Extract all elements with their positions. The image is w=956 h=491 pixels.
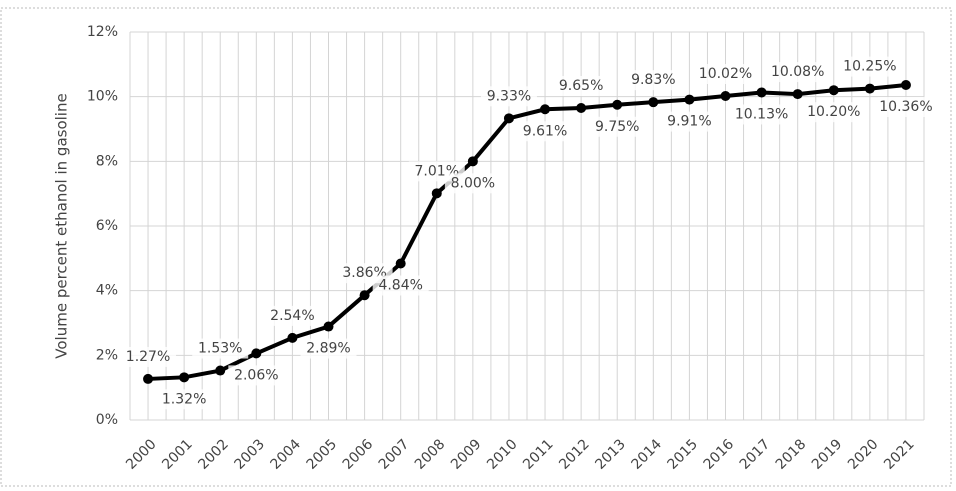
y-tick-label: 6% [96,218,118,234]
point [540,104,551,115]
point [503,113,514,124]
x-tick-label: 2018 [773,436,810,473]
data-label: 9.33% [487,88,531,104]
point [143,373,154,384]
point [287,332,298,343]
data-label: 1.27% [126,349,170,365]
point [323,321,334,332]
data-label: 4.84% [378,278,422,294]
x-tick-label: 2007 [376,436,413,473]
label-bg [300,338,357,359]
label-bg [264,305,321,326]
x-tick-label: 2010 [484,436,521,473]
label-bg [228,365,285,386]
data-label: 10.08% [771,64,824,80]
data-label: 2.06% [234,367,278,383]
x-tick-label: 2011 [520,436,557,473]
x-tick-label: 2014 [628,436,665,473]
data-label: 10.36% [879,99,932,115]
x-tick-label: 2019 [809,436,846,473]
y-tick-label: 0% [96,412,118,428]
label-bg [517,121,574,142]
data-label: 9.83% [631,72,675,88]
label-bg [733,104,790,125]
y-tick-label: 8% [96,153,118,169]
point [467,156,478,167]
data-label: 9.65% [559,78,603,94]
label-bg [192,338,249,359]
data-label: 8.00% [451,175,495,191]
data-label: 9.75% [595,119,639,135]
data-label: 10.13% [735,106,788,122]
label-bg [120,346,177,367]
point [251,348,262,359]
label-bg [589,116,646,137]
point [792,89,803,100]
label-bg [625,70,682,91]
x-tick-label: 2005 [304,436,341,473]
data-label: 9.61% [523,123,567,139]
data-label: 9.91% [667,114,711,130]
x-tick-label: 2013 [592,436,629,473]
label-bg [480,86,537,107]
data-label: 1.53% [198,341,242,357]
label-bg [805,102,862,123]
point [576,102,587,113]
label-bg [841,56,898,77]
x-tick-label: 2021 [881,436,918,473]
point [359,290,370,301]
x-tick-label: 2006 [340,436,377,473]
label-bg [697,64,754,85]
x-tick-label: 2020 [845,436,882,473]
x-tick-label: 2000 [123,436,160,473]
x-tick-label: 2001 [159,436,196,473]
data-label: 10.25% [843,59,896,75]
x-tick-label: 2002 [195,436,232,473]
data-label: 1.32% [162,391,206,407]
point [864,83,875,94]
x-tick-label: 2012 [556,436,593,473]
point [215,365,226,376]
point [828,85,839,96]
y-tick-label: 10% [87,89,118,105]
point [648,97,659,108]
label-bg [553,75,610,96]
x-tick-label: 2017 [737,436,774,473]
data-label: 10.20% [807,104,860,120]
x-tick-label: 2016 [701,436,738,473]
x-tick-label: 2004 [268,436,305,473]
y-axis-label: Volume percent ethanol in gasoline [53,93,71,358]
point [431,188,442,199]
label-bg [156,389,213,410]
point [612,99,623,110]
data-label: 2.54% [270,308,314,324]
point [684,94,695,105]
point [395,258,406,269]
y-tick-label: 4% [96,283,118,299]
label-bg [372,275,429,296]
x-tick-label: 2008 [412,436,449,473]
chart-border [0,7,952,487]
x-tick-label: 2015 [665,436,702,473]
x-tick-label: 2003 [231,436,268,473]
label-bg [444,173,501,194]
line [147,83,907,381]
data-label: 2.89% [306,341,350,357]
label-bg [769,62,826,83]
y-tick-label: 2% [96,347,118,363]
label-bg [877,97,934,118]
point [756,87,767,98]
y-tick-label: 12% [87,24,118,40]
x-tick-label: 2009 [448,436,485,473]
data-label: 10.02% [699,66,752,82]
point [900,80,911,91]
label-bg [661,111,718,132]
point [720,91,731,102]
point [179,372,190,383]
